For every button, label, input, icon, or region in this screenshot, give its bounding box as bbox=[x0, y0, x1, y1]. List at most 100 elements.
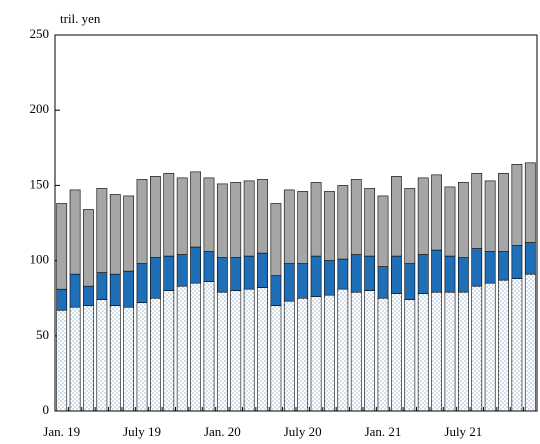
bar-segment bbox=[391, 293, 402, 412]
bar-segment bbox=[83, 285, 94, 307]
bar-segment bbox=[136, 263, 148, 304]
bar-segment bbox=[364, 290, 376, 412]
bar-segment bbox=[350, 291, 362, 412]
bar-segment bbox=[524, 162, 536, 243]
bar-segment bbox=[150, 257, 161, 299]
bar-segment bbox=[404, 263, 416, 301]
bar-segment bbox=[350, 254, 362, 293]
bar-segment bbox=[310, 296, 322, 412]
bar-segment bbox=[257, 287, 268, 412]
bar-segment bbox=[163, 290, 175, 412]
bar-segment bbox=[524, 242, 536, 275]
bar-segment bbox=[498, 251, 509, 281]
bar-segment bbox=[270, 275, 282, 307]
bar-segment bbox=[417, 254, 429, 294]
bar-segment bbox=[283, 189, 295, 264]
bar-segment bbox=[56, 288, 68, 311]
y-tick-label: 150 bbox=[30, 176, 50, 191]
bar-segment bbox=[203, 251, 215, 282]
bar-segment bbox=[511, 278, 523, 412]
bar-segment bbox=[283, 300, 295, 412]
bar-segment bbox=[150, 297, 161, 412]
bar-segment bbox=[350, 179, 362, 255]
bar-segment bbox=[404, 188, 416, 264]
y-tick-label: 200 bbox=[30, 101, 50, 116]
bar-segment bbox=[190, 246, 201, 284]
bar-segment bbox=[56, 203, 68, 290]
bar-segment bbox=[230, 182, 242, 258]
bar-segment bbox=[176, 285, 188, 412]
bar-segment bbox=[364, 255, 376, 291]
bar-segment bbox=[444, 291, 456, 412]
bar-segment bbox=[297, 191, 309, 264]
bar-segment bbox=[417, 293, 429, 412]
bar-segment bbox=[457, 291, 469, 412]
bar-segment bbox=[457, 257, 469, 293]
bar-segment bbox=[270, 203, 282, 276]
bar-segment bbox=[257, 179, 268, 254]
x-tick-label: Jan. 21 bbox=[365, 424, 402, 439]
bar-segment bbox=[96, 272, 108, 301]
bar-segment bbox=[123, 195, 135, 272]
bar-segment bbox=[150, 176, 161, 258]
bar-segment bbox=[96, 299, 108, 412]
bar-segment bbox=[511, 245, 523, 279]
bar-segment bbox=[216, 291, 228, 412]
bar-segment bbox=[524, 273, 536, 412]
bar-segment bbox=[69, 189, 81, 275]
bar-segment bbox=[83, 305, 94, 412]
bar-segment bbox=[484, 180, 496, 252]
bar-segment bbox=[283, 263, 295, 302]
bar-segment bbox=[377, 195, 389, 267]
bar-segment bbox=[176, 254, 188, 287]
bar-segment bbox=[337, 185, 349, 260]
bar-segment bbox=[431, 174, 442, 251]
x-tick-label: Jan. 20 bbox=[204, 424, 241, 439]
bar-segment bbox=[471, 285, 483, 412]
x-tick-label: July 19 bbox=[123, 424, 161, 439]
bar-segment bbox=[431, 291, 442, 412]
y-tick-label: 100 bbox=[30, 252, 50, 267]
bar-segment bbox=[96, 188, 108, 273]
bar-segment bbox=[109, 273, 121, 307]
y-tick-label: 0 bbox=[43, 402, 50, 417]
bar-segment bbox=[511, 164, 523, 246]
bar-segment bbox=[391, 255, 402, 294]
bar-segment bbox=[163, 173, 175, 257]
bar-segment bbox=[310, 255, 322, 297]
bar-segment bbox=[216, 183, 228, 258]
bar-segment bbox=[324, 294, 335, 412]
bar-segment bbox=[324, 260, 335, 296]
bar-segment bbox=[109, 305, 121, 412]
bar-segment bbox=[444, 186, 456, 257]
bar-segment bbox=[56, 309, 68, 412]
bar-segment bbox=[257, 252, 268, 288]
y-axis-unit: tril. yen bbox=[60, 11, 101, 26]
bar-segment bbox=[109, 194, 121, 275]
bar-segment bbox=[123, 270, 135, 308]
bar-segment bbox=[190, 171, 201, 248]
bar-segment bbox=[471, 248, 483, 287]
bar-segment bbox=[297, 263, 309, 299]
bar-segment bbox=[230, 257, 242, 291]
y-tick-label: 50 bbox=[36, 327, 49, 342]
bar-segment bbox=[203, 177, 215, 252]
bar-segment bbox=[404, 299, 416, 412]
bar-segment bbox=[310, 182, 322, 257]
bar-segment bbox=[69, 273, 81, 308]
bar-segment bbox=[444, 255, 456, 293]
bar-segment bbox=[297, 297, 309, 412]
bar-segment bbox=[216, 257, 228, 293]
x-tick-label: July 20 bbox=[284, 424, 322, 439]
bar-segment bbox=[337, 288, 349, 412]
bar-segment bbox=[230, 290, 242, 412]
bar-segment bbox=[190, 282, 201, 412]
bar-segment bbox=[136, 302, 148, 412]
bar-segment bbox=[391, 176, 402, 257]
bar-segment bbox=[270, 305, 282, 412]
bar-segment bbox=[243, 255, 255, 290]
bar-segment bbox=[457, 182, 469, 258]
bar-segment bbox=[136, 179, 148, 264]
x-tick-label: July 21 bbox=[444, 424, 482, 439]
